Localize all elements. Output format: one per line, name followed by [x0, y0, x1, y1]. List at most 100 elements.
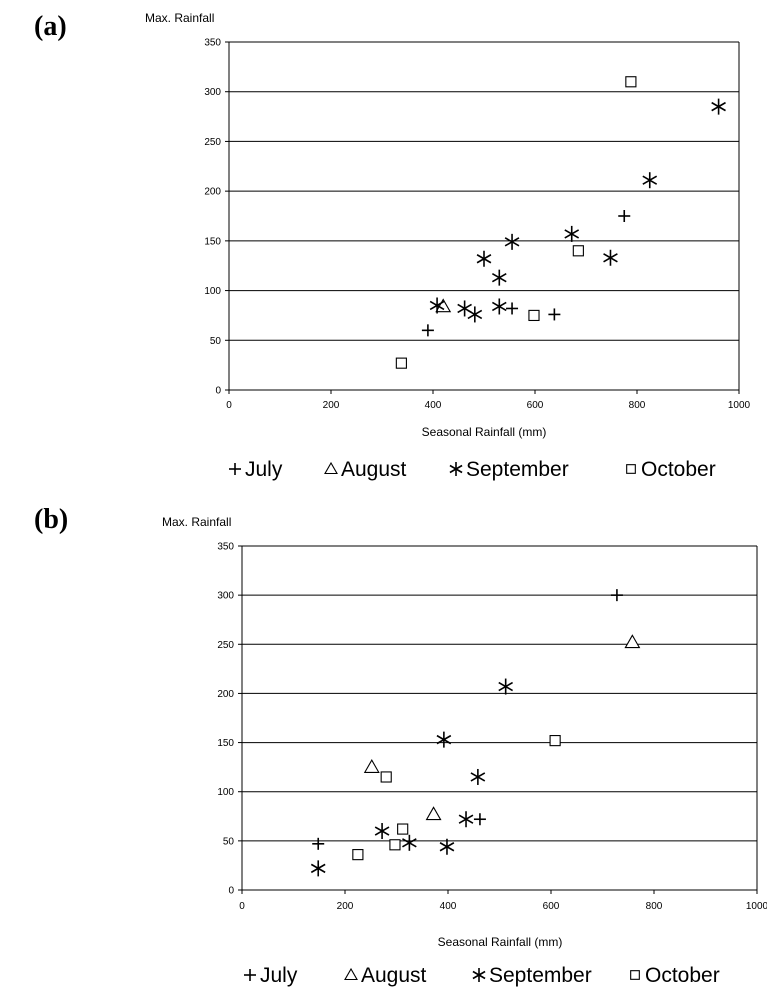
x-tick-label: 1000 [746, 901, 767, 912]
legend-symbol-square [630, 970, 640, 980]
data-point-october [397, 823, 409, 835]
data-point-september [429, 297, 445, 314]
x-tick-label: 0 [239, 901, 245, 912]
data-point-september [310, 860, 326, 877]
data-point-september [642, 172, 658, 189]
data-point-september [470, 768, 486, 785]
x-tick-label: 200 [337, 901, 354, 912]
x-tick-label: 400 [440, 901, 457, 912]
data-point-september [711, 98, 726, 115]
y-tick-label: 200 [217, 689, 234, 700]
data-point-august [624, 634, 641, 649]
y-tick-label: 250 [204, 137, 221, 148]
data-point-august [435, 298, 452, 313]
legend-symbol-plus [229, 463, 241, 475]
y-axis-label: Max. Rainfall [162, 515, 231, 529]
tick-labels: 0 50 100 150 200 250 300 350 0 200 400 600 800 1000 [204, 38, 750, 412]
y-tick-label: 50 [210, 336, 222, 347]
gridlines [225, 41, 740, 394]
data-point-october [528, 309, 540, 322]
data-point-september [603, 249, 618, 266]
data-point-july [312, 837, 325, 850]
tick-labels: 0 50 100 150 200 250 300 350 0 200 400 600 800 1000 [217, 542, 767, 913]
data-point-september [402, 834, 417, 851]
legend-label: October [645, 964, 720, 987]
legend-item-september: September [472, 964, 592, 987]
legend-item-october: October [630, 964, 720, 987]
legend-item-july: July [244, 964, 298, 987]
legend-symbol-triangle [344, 967, 358, 981]
data-point-september [498, 678, 514, 695]
y-tick-label: 250 [217, 640, 234, 651]
data-marks [395, 76, 726, 369]
data-point-october [549, 735, 561, 747]
x-axis-label: Seasonal Rainfall (mm) [438, 935, 563, 949]
data-point-september [564, 225, 580, 242]
legend-item-september: September [449, 458, 569, 481]
data-point-september [476, 250, 492, 267]
x-tick-label: 800 [629, 400, 646, 411]
legend-label: September [489, 964, 592, 987]
data-point-september [491, 298, 507, 315]
legend-symbol-asterisk [449, 462, 463, 476]
y-tick-label: 350 [204, 38, 221, 49]
y-tick-label: 0 [228, 886, 234, 897]
y-tick-label: 100 [204, 286, 221, 297]
panel-label: (a) [34, 11, 67, 42]
x-tick-label: 1000 [728, 400, 751, 411]
gridlines [238, 545, 758, 894]
legend-symbol-asterisk [472, 968, 486, 982]
data-point-september [457, 300, 472, 317]
legend-symbol-triangle [324, 461, 338, 475]
y-tick-label: 350 [217, 542, 234, 553]
legend-label: August [361, 964, 427, 987]
data-point-october [395, 357, 407, 369]
legend-symbol-square [626, 464, 636, 474]
y-tick-label: 150 [217, 738, 234, 749]
y-tick-label: 100 [217, 787, 234, 798]
x-tick-label: 0 [226, 400, 232, 411]
data-point-august [425, 806, 442, 821]
y-tick-label: 200 [204, 187, 221, 198]
y-tick-label: 150 [204, 236, 221, 247]
data-point-october [572, 245, 584, 257]
data-point-july [506, 302, 519, 315]
data-point-september [458, 811, 474, 828]
legend: July August September October [244, 964, 720, 987]
data-point-july [548, 308, 561, 321]
data-point-september [436, 731, 452, 748]
panel-label: (b) [34, 504, 68, 535]
data-point-october [389, 839, 401, 851]
x-axis-label: Seasonal Rainfall (mm) [422, 425, 547, 439]
x-tick-label: 600 [527, 400, 544, 411]
y-tick-label: 300 [204, 87, 221, 98]
legend-label: September [466, 458, 569, 481]
panel-a: (a) Max. Rainfall Seasonal Rainfall (mm)… [34, 11, 751, 481]
data-point-september [374, 823, 390, 840]
data-marks [310, 589, 641, 877]
legend-item-july: July [229, 458, 283, 481]
legend-item-october: October [626, 458, 716, 481]
data-point-august [363, 759, 380, 773]
legend-label: July [245, 458, 283, 481]
panel-b: (b) Max. Rainfall Seasonal Rainfall (mm)… [34, 504, 767, 987]
y-tick-label: 50 [223, 836, 235, 847]
x-tick-label: 600 [543, 901, 560, 912]
data-point-july [421, 324, 434, 337]
data-point-september [491, 269, 507, 286]
x-tick-label: 200 [323, 400, 340, 411]
data-point-september [467, 306, 483, 323]
data-point-october [380, 771, 392, 783]
data-point-september [439, 838, 455, 855]
legend-label: July [260, 964, 298, 987]
legend-label: August [341, 458, 407, 481]
x-tick-label: 800 [646, 901, 663, 912]
data-point-september [504, 233, 520, 250]
y-tick-label: 0 [215, 386, 221, 397]
data-point-july [618, 210, 631, 222]
y-axis-label: Max. Rainfall [145, 11, 214, 25]
legend-label: October [641, 458, 716, 481]
data-point-july [473, 813, 486, 826]
x-tick-label: 400 [425, 400, 442, 411]
